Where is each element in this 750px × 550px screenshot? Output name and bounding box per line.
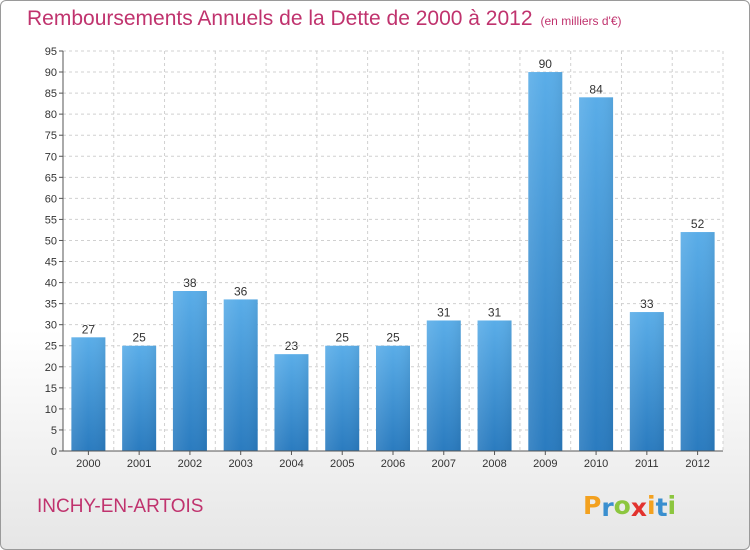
y-tick-label: 30 — [45, 320, 57, 332]
x-tick-label: 2006 — [381, 458, 405, 470]
proxiti-logo: Proxiti — [583, 491, 677, 522]
data-label: 36 — [234, 284, 248, 298]
x-axis: 2000 2001 2002 2003 2004 2005 2006 2007 2008 2009… — [63, 450, 723, 470]
logo-letter: P — [583, 491, 602, 520]
data-label: 25 — [386, 331, 400, 345]
y-tick-label: 55 — [45, 214, 57, 226]
bar-shine — [376, 345, 410, 451]
logo-letter: i — [667, 491, 677, 520]
y-axis: 0 5 10 15 20 25 30 35 40 45 50 55 60 65 70 75 80 85 90 95 — [45, 46, 64, 458]
x-tick-label: 2003 — [228, 458, 252, 470]
bar-shine — [172, 291, 207, 451]
y-tick-label: 50 — [45, 235, 57, 247]
y-tick-label: 45 — [45, 257, 57, 269]
bar-shine — [477, 320, 512, 451]
logo-letter: x — [630, 493, 647, 522]
data-label: 31 — [488, 305, 502, 319]
bars: 27 25 38 36 23 25 25 31 31 90 84 33 52 — [71, 57, 715, 451]
logo-letter: o — [613, 491, 631, 520]
bar-shine — [426, 320, 461, 451]
x-tick-label: 2012 — [685, 458, 709, 470]
y-tick-label: 75 — [45, 130, 57, 142]
x-tick-label: 2007 — [432, 458, 456, 470]
y-tick-label: 10 — [45, 404, 57, 416]
y-tick-label: 35 — [45, 299, 57, 311]
y-tick-label: 90 — [45, 67, 57, 79]
data-label: 90 — [539, 57, 553, 71]
y-tick-label: 60 — [45, 193, 57, 205]
data-label: 27 — [82, 322, 96, 336]
bar-shine — [579, 97, 614, 451]
chart-unit: (en milliers d'€) — [540, 14, 622, 28]
data-label: 25 — [336, 331, 350, 345]
x-tick-label: 2004 — [279, 458, 303, 470]
data-label: 25 — [132, 331, 146, 345]
town-name: INCHY-EN-ARTOIS — [37, 496, 204, 517]
bar-shine — [325, 345, 360, 451]
x-tick-label: 2002 — [178, 458, 202, 470]
y-tick-label: 5 — [51, 425, 57, 437]
y-tick-label: 70 — [45, 151, 57, 163]
x-tick-label: 2000 — [76, 458, 100, 470]
x-tick-label: 2001 — [127, 458, 151, 470]
bar-shine — [71, 337, 106, 451]
y-tick-label: 85 — [45, 88, 57, 100]
y-tick-label: 95 — [45, 46, 57, 58]
logo-letter: i — [647, 491, 656, 520]
data-label: 23 — [285, 339, 299, 353]
y-tick-label: 0 — [51, 446, 57, 458]
bar-shine — [122, 345, 157, 451]
logo-letter: t — [655, 493, 668, 522]
y-tick-label: 40 — [45, 278, 57, 290]
x-tick-label: 2011 — [635, 458, 659, 470]
bar-shine — [274, 354, 309, 451]
y-tick-label: 65 — [45, 172, 57, 184]
bar-chart: 0 5 10 15 20 25 30 35 40 45 50 55 60 65 70 75 80 85 90 95 2… — [45, 46, 724, 470]
bar-shine — [528, 72, 563, 451]
chart-title-text: Remboursements Annuels de la Dette de 20… — [27, 7, 533, 30]
x-tick-label: 2010 — [584, 458, 608, 470]
x-tick-label: 2008 — [482, 458, 506, 470]
logo-letter: r — [601, 493, 614, 522]
x-tick-label: 2005 — [330, 458, 354, 470]
data-label: 33 — [640, 297, 654, 311]
x-tick-label: 2009 — [533, 458, 557, 470]
chart-title: Remboursements Annuels de la Dette de 20… — [27, 7, 622, 31]
data-label: 84 — [589, 82, 603, 96]
data-label: 31 — [437, 305, 451, 319]
bar-shine — [629, 312, 664, 451]
y-tick-label: 15 — [45, 383, 57, 395]
y-tick-label: 80 — [45, 109, 57, 121]
y-tick-label: 20 — [45, 362, 57, 374]
bar-shine — [680, 232, 715, 451]
data-label: 52 — [691, 217, 705, 231]
data-label: 38 — [183, 276, 197, 290]
y-tick-label: 25 — [45, 341, 57, 353]
bar-shine — [223, 299, 258, 451]
